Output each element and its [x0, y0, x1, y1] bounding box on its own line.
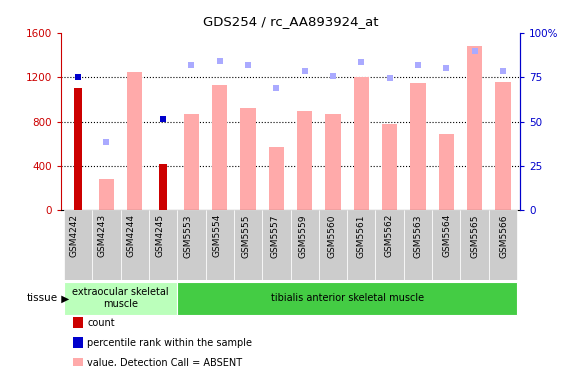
Bar — [212, 85, 227, 210]
Bar — [410, 83, 426, 210]
FancyBboxPatch shape — [290, 210, 319, 280]
Text: GSM5566: GSM5566 — [500, 214, 508, 258]
FancyBboxPatch shape — [120, 210, 149, 280]
Bar — [325, 114, 341, 210]
Bar — [382, 124, 397, 210]
FancyBboxPatch shape — [64, 210, 92, 280]
Text: GSM5563: GSM5563 — [414, 214, 422, 258]
Text: GSM4243: GSM4243 — [98, 214, 107, 257]
FancyBboxPatch shape — [234, 210, 262, 280]
FancyBboxPatch shape — [375, 210, 404, 280]
Bar — [495, 82, 511, 210]
Text: GSM5565: GSM5565 — [471, 214, 480, 258]
Bar — [297, 111, 313, 210]
Bar — [127, 72, 142, 210]
FancyBboxPatch shape — [319, 210, 347, 280]
Text: extraocular skeletal
muscle: extraocular skeletal muscle — [72, 287, 169, 309]
Bar — [439, 134, 454, 210]
Bar — [354, 77, 369, 210]
FancyBboxPatch shape — [177, 210, 206, 280]
FancyBboxPatch shape — [64, 282, 177, 315]
Text: GSM5562: GSM5562 — [385, 214, 394, 258]
Text: GSM5561: GSM5561 — [356, 214, 365, 258]
Text: GSM5555: GSM5555 — [241, 214, 250, 258]
FancyBboxPatch shape — [206, 210, 234, 280]
Text: tissue: tissue — [27, 293, 58, 303]
Bar — [99, 179, 114, 210]
Text: value, Detection Call = ABSENT: value, Detection Call = ABSENT — [87, 358, 242, 366]
Text: ▶: ▶ — [58, 293, 69, 303]
Bar — [467, 46, 482, 210]
FancyBboxPatch shape — [404, 210, 432, 280]
Text: count: count — [87, 318, 115, 328]
Text: GSM5553: GSM5553 — [184, 214, 193, 258]
FancyBboxPatch shape — [489, 210, 517, 280]
Text: tibialis anterior skeletal muscle: tibialis anterior skeletal muscle — [271, 293, 424, 303]
FancyBboxPatch shape — [92, 210, 120, 280]
Text: GSM5557: GSM5557 — [270, 214, 279, 258]
Text: GSM5554: GSM5554 — [213, 214, 221, 258]
Bar — [268, 147, 284, 210]
FancyBboxPatch shape — [432, 210, 461, 280]
FancyBboxPatch shape — [347, 210, 375, 280]
Text: GSM5564: GSM5564 — [442, 214, 451, 258]
Text: GSM4242: GSM4242 — [69, 214, 78, 257]
Bar — [74, 89, 83, 210]
FancyBboxPatch shape — [177, 282, 517, 315]
FancyBboxPatch shape — [461, 210, 489, 280]
Text: GDS254 / rc_AA893924_at: GDS254 / rc_AA893924_at — [203, 15, 378, 28]
Text: GSM4245: GSM4245 — [155, 214, 164, 257]
Text: GSM5560: GSM5560 — [328, 214, 336, 258]
Bar — [240, 108, 256, 210]
Bar — [184, 114, 199, 210]
FancyBboxPatch shape — [149, 210, 177, 280]
Bar — [159, 164, 167, 210]
Text: percentile rank within the sample: percentile rank within the sample — [87, 338, 252, 348]
Text: GSM4244: GSM4244 — [127, 214, 135, 257]
FancyBboxPatch shape — [262, 210, 290, 280]
Text: GSM5559: GSM5559 — [299, 214, 308, 258]
